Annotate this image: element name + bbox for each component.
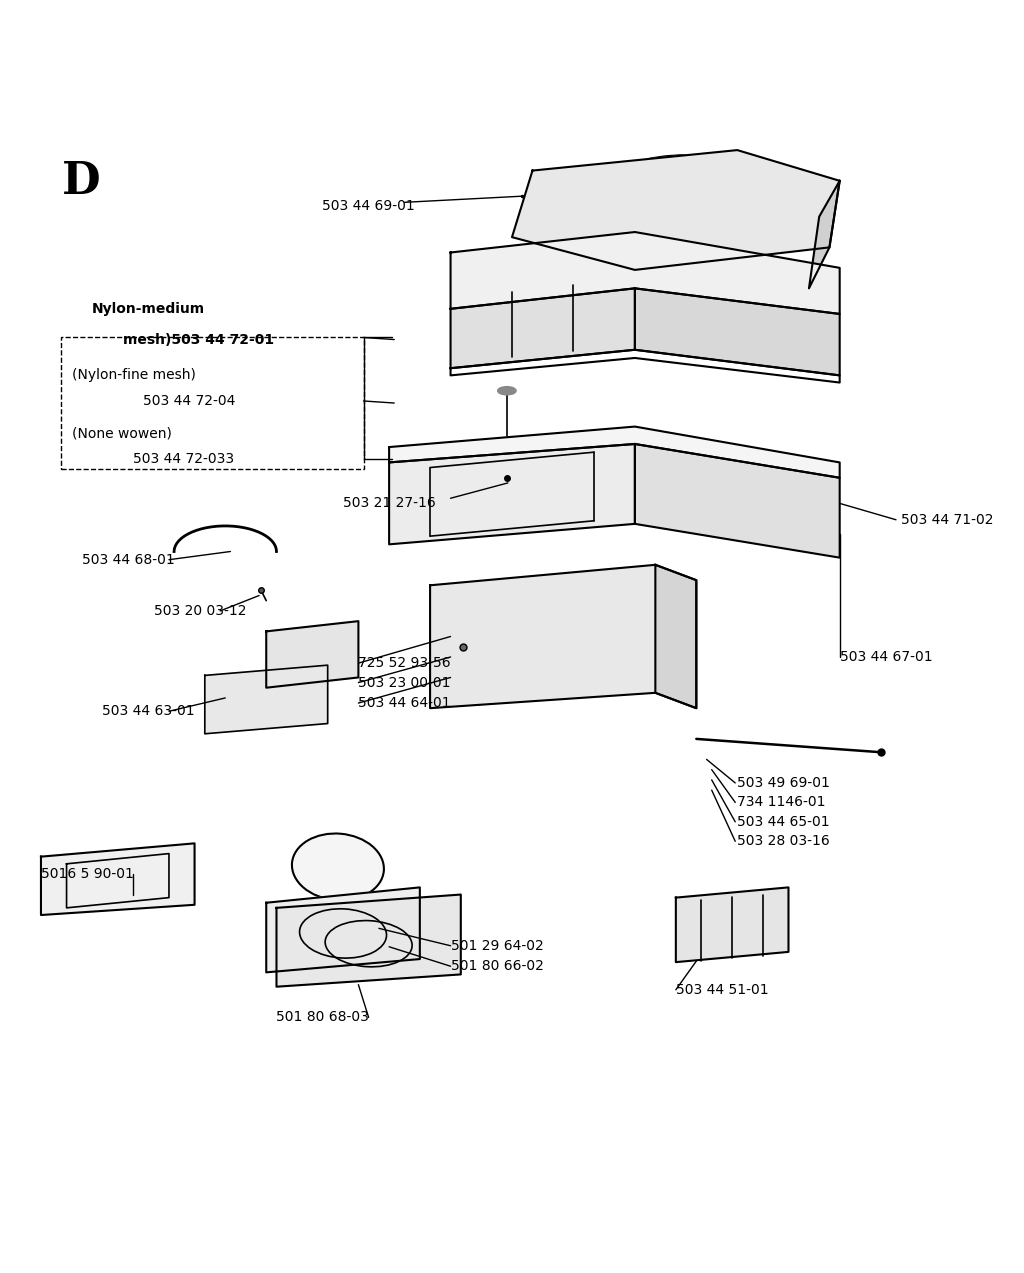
Polygon shape — [451, 232, 840, 314]
Polygon shape — [41, 843, 195, 915]
Polygon shape — [205, 666, 328, 733]
Text: (None wowen): (None wowen) — [72, 426, 172, 440]
Text: mesh)503 44 72-01: mesh)503 44 72-01 — [123, 332, 274, 346]
Text: 503 44 67-01: 503 44 67-01 — [840, 651, 932, 665]
Text: 501 80 66-02: 501 80 66-02 — [451, 960, 544, 974]
Text: 725 52 93-56: 725 52 93-56 — [358, 656, 451, 670]
Text: 501 80 68-03: 501 80 68-03 — [276, 1011, 370, 1025]
Polygon shape — [809, 181, 840, 289]
Text: 503 44 72-04: 503 44 72-04 — [143, 393, 236, 407]
Text: 503 49 69-01: 503 49 69-01 — [737, 777, 830, 791]
Polygon shape — [676, 887, 788, 962]
Text: 503 28 03-16: 503 28 03-16 — [737, 834, 830, 848]
Text: 503 23 00-01: 503 23 00-01 — [358, 676, 451, 690]
Polygon shape — [635, 444, 840, 558]
Text: D: D — [61, 160, 100, 204]
Polygon shape — [276, 895, 461, 987]
Text: 503 44 65-01: 503 44 65-01 — [737, 815, 829, 829]
Text: 503 44 69-01: 503 44 69-01 — [323, 200, 415, 214]
Text: 503 21 27-16: 503 21 27-16 — [343, 496, 435, 510]
Text: Nylon-medium: Nylon-medium — [92, 302, 205, 316]
Text: 503 20 03-12: 503 20 03-12 — [154, 603, 246, 617]
Polygon shape — [389, 444, 635, 545]
Text: 501 29 64-02: 501 29 64-02 — [451, 938, 544, 952]
Polygon shape — [635, 289, 840, 376]
Text: 5016 5 90-01: 5016 5 90-01 — [41, 867, 134, 881]
Text: 503 44 51-01: 503 44 51-01 — [676, 983, 768, 997]
Polygon shape — [430, 565, 696, 708]
Text: 503 44 64-01: 503 44 64-01 — [358, 696, 451, 710]
Polygon shape — [266, 621, 358, 687]
Polygon shape — [655, 565, 696, 708]
Text: 734 1146-01: 734 1146-01 — [737, 796, 825, 810]
Polygon shape — [266, 887, 420, 973]
Text: 503 44 68-01: 503 44 68-01 — [82, 552, 175, 566]
Polygon shape — [389, 426, 840, 477]
Text: 503 44 71-02: 503 44 71-02 — [901, 513, 993, 527]
Ellipse shape — [292, 834, 384, 900]
Text: 503 44 72-033: 503 44 72-033 — [133, 452, 234, 466]
Ellipse shape — [498, 387, 516, 395]
Polygon shape — [512, 150, 840, 270]
Bar — [61, 337, 364, 468]
Text: (Nylon-fine mesh): (Nylon-fine mesh) — [72, 368, 196, 382]
Polygon shape — [451, 289, 635, 368]
Text: 503 44 63-01: 503 44 63-01 — [102, 704, 195, 718]
